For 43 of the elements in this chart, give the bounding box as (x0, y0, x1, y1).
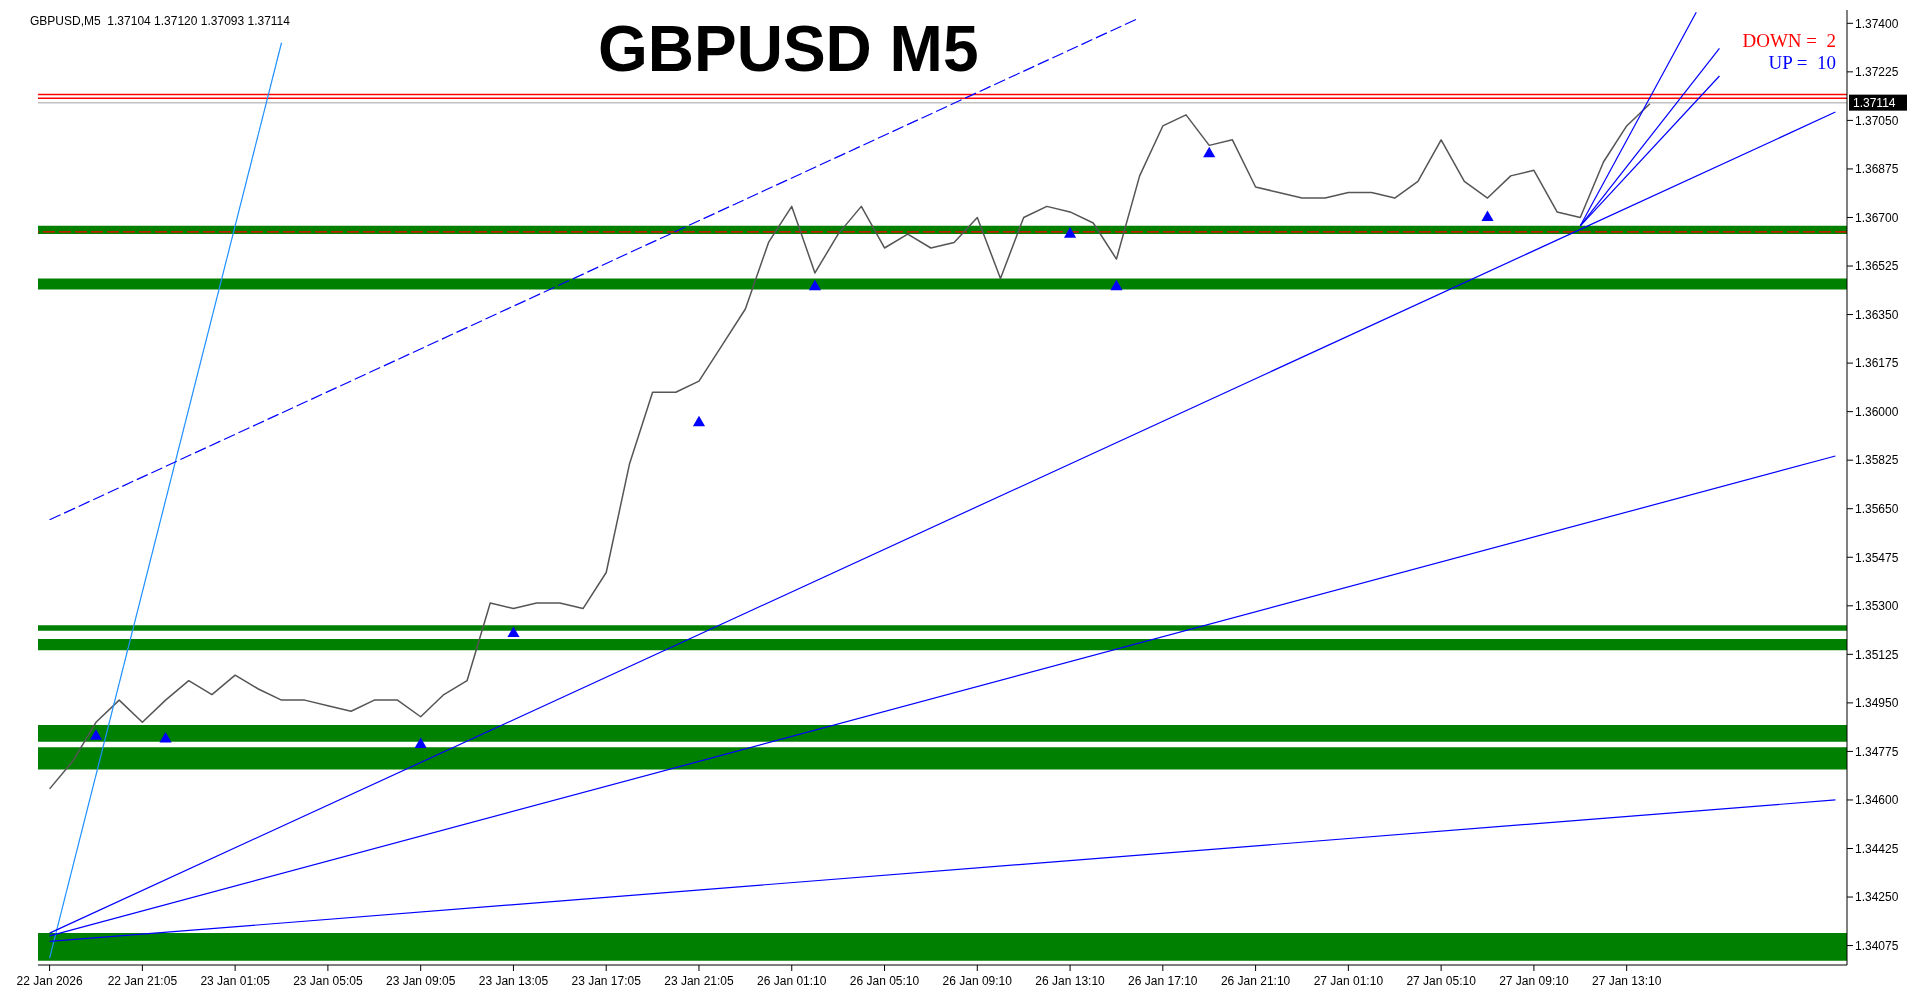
y-tick-label: 1.36525 (1855, 259, 1899, 274)
x-tick-label: 26 Jan 09:10 (942, 974, 1013, 988)
y-tick-label: 1.34950 (1855, 696, 1899, 711)
y-tick-label: 1.36350 (1855, 307, 1899, 322)
y-tick-label: 1.35650 (1855, 501, 1899, 516)
x-tick-label: 23 Jan 01:05 (200, 974, 271, 988)
chart-title: GBPUSD M5 (598, 12, 979, 86)
y-tick-label: 1.34250 (1855, 890, 1899, 905)
annotation: GBPUSD,M5 1.37104 1.37120 1.37093 1.37114 (30, 14, 290, 28)
y-tick-label: 1.36000 (1855, 404, 1899, 419)
y-tick-label: 1.36700 (1855, 210, 1899, 225)
x-tick-label: 26 Jan 01:10 (757, 974, 827, 988)
x-tick-label: 23 Jan 05:05 (293, 974, 363, 988)
x-tick-label: 23 Jan 09:05 (385, 974, 456, 988)
x-tick-label: 23 Jan 13:05 (478, 974, 549, 988)
x-tick-label: 26 Jan 05:10 (849, 974, 920, 988)
x-tick-label: 26 Jan 13:10 (1035, 974, 1106, 988)
y-tick-label: 1.36875 (1855, 162, 1899, 177)
y-tick-label: 1.34600 (1855, 793, 1899, 808)
x-tick-label: 22 Jan 21:05 (107, 974, 178, 988)
x-tick-label: 23 Jan 21:05 (664, 974, 734, 988)
x-tick-label: 27 Jan 09:10 (1499, 974, 1569, 988)
y-tick-label: 1.37050 (1855, 113, 1899, 128)
x-tick-label: 27 Jan 13:10 (1591, 974, 1662, 988)
y-tick-label: 1.34075 (1855, 938, 1899, 953)
x-tick-label: 22 Jan 2026 (16, 974, 83, 988)
annotation: UP = 10 (1768, 52, 1836, 74)
y-tick-label: 1.35125 (1855, 647, 1899, 662)
x-tick-label: 23 Jan 17:05 (571, 974, 642, 988)
x-tick-label: 26 Jan 21:10 (1220, 974, 1291, 988)
y-tick-label: 1.35300 (1855, 599, 1899, 614)
y-tick-label: 1.37225 (1855, 65, 1899, 80)
y-tick-label: 1.35475 (1855, 550, 1899, 565)
x-tick-label: 26 Jan 17:10 (1128, 974, 1198, 988)
y-tick-label: 1.35825 (1855, 453, 1899, 468)
y-tick-label: 1.37400 (1855, 16, 1899, 31)
annotation: DOWN = 2 (1742, 30, 1836, 52)
x-tick-label: 27 Jan 01:10 (1313, 974, 1384, 988)
y-tick-label: 1.34425 (1855, 841, 1899, 856)
x-tick-label: 27 Jan 05:10 (1406, 974, 1477, 988)
y-tick-label: 1.36175 (1855, 356, 1899, 371)
y-tick-label: 1.34775 (1855, 744, 1899, 759)
ref-line-label: 1.37114 (1853, 95, 1896, 110)
